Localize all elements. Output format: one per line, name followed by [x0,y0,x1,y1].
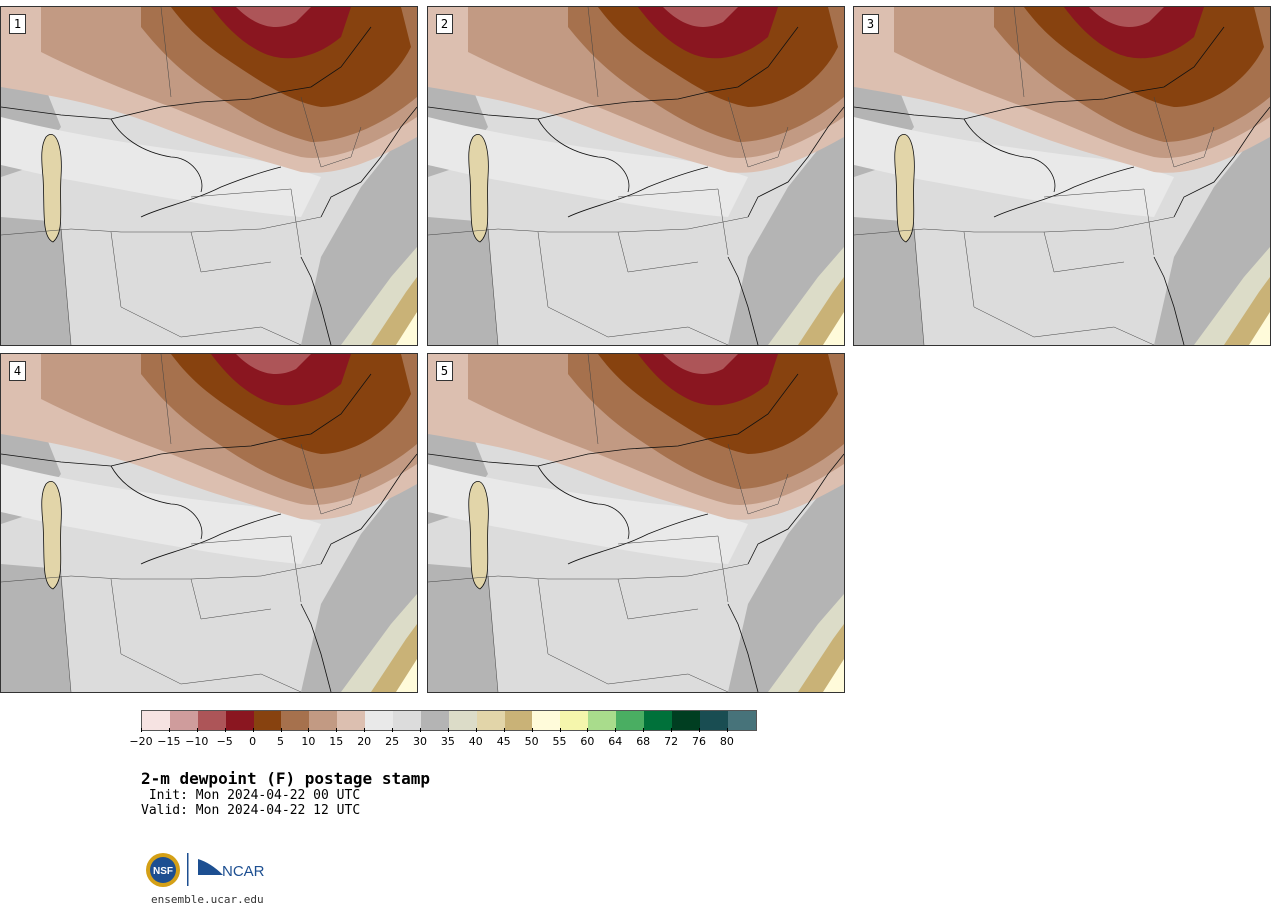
colorbar-swatch [281,711,310,730]
colorbar-tick [531,728,533,732]
colorbar-swatch [197,711,226,730]
colorbar-tick [587,728,589,732]
colorbar-swatch [588,711,617,730]
logo-divider [187,853,189,886]
colorbar-tick-label: −20 [129,735,153,748]
colorbar-tick-label: 64 [608,735,623,748]
colorbar-tick-label: 55 [552,735,567,748]
dewpoint-map-2 [428,7,844,345]
website-url: ensemble.ucar.edu [151,893,264,906]
colorbar-swatch [560,711,589,730]
colorbar-swatch [365,711,394,730]
dewpoint-map-3 [854,7,1270,345]
colorbar-tick [503,728,505,732]
colorbar-tick-label: 50 [524,735,539,748]
colorbar-tick [141,728,142,732]
colorbar-swatch [169,711,198,730]
colorbar-tick [671,728,673,732]
colorbar-swatch [504,711,533,730]
colorbar-tick [643,728,645,732]
ncar-logo-text: NCAR [222,863,265,880]
colorbar-tick [392,728,394,732]
dewpoint-map-5 [428,354,844,692]
colorbar-swatch [393,711,421,730]
valid-time: Valid: Mon 2024-04-22 12 UTC [141,803,361,818]
panel-number-label: 1 [9,14,26,34]
map-panel-2: 2 [427,6,845,346]
panel-number-label: 5 [436,361,453,381]
colorbar [141,710,757,731]
colorbar-tick [364,728,366,732]
colorbar-swatch [142,711,170,730]
colorbar-tick-label: 25 [385,735,400,748]
panel-number-label: 4 [9,361,26,381]
colorbar-tick-label: 10 [301,735,316,748]
colorbar-tick-label: 30 [413,735,427,748]
colorbar-tick [252,728,254,732]
colorbar-swatch [644,711,672,730]
colorbar-tick-label: 68 [636,735,651,748]
ncar-logo-icon: NCAR [198,859,265,880]
colorbar-tick [699,728,700,732]
colorbar-tick-label: −5 [216,735,233,748]
colorbar-swatch [616,711,645,730]
plot-title: 2-m dewpoint (F) postage stamp [141,769,430,788]
colorbar-tick-label: 45 [496,735,511,748]
colorbar-tick [224,728,226,732]
map-panel-3: 3 [853,6,1271,346]
colorbar-tick [308,728,310,732]
dewpoint-map-1 [1,7,417,345]
map-panel-4: 4 [0,353,418,693]
colorbar-tick [336,728,338,732]
colorbar-tick [168,728,170,732]
colorbar-swatch [309,711,338,730]
colorbar-tick-label: 15 [329,735,344,748]
colorbar-tick-label: −10 [185,735,209,748]
colorbar-tick [559,728,561,732]
colorbar-swatch [337,711,366,730]
colorbar-tick [280,728,282,732]
colorbar-tick [447,728,449,732]
colorbar-tick [615,728,617,732]
colorbar-tick-label: 72 [664,735,679,748]
nsf-logo-text: NSF [153,866,173,877]
colorbar-swatch [476,711,505,730]
colorbar-swatch [225,711,254,730]
map-panel-1: 1 [0,6,418,346]
colorbar-swatch [699,711,728,730]
colorbar-tick-label: 35 [440,735,455,748]
map-panel-5: 5 [427,353,845,693]
dewpoint-map-4 [1,354,417,692]
colorbar-swatch [671,711,700,730]
colorbar-tick-label: 20 [357,735,372,748]
colorbar-tick-label: 5 [277,735,284,748]
colorbar-swatch [727,711,756,730]
nsf-logo-icon: NSF [146,853,180,887]
logos: NSF NCAR [145,851,275,893]
colorbar-tick-label: 0 [249,735,257,748]
colorbar-tick [196,728,198,732]
colorbar-tick [475,728,477,732]
colorbar-swatch [420,711,449,730]
colorbar-swatch [448,711,477,730]
panel-number-label: 2 [436,14,453,34]
colorbar-swatch [253,711,282,730]
colorbar-tick-label: 40 [468,735,483,748]
title-block: 2-m dewpoint (F) postage stamp Init: Mon… [141,769,430,818]
colorbar-tick [420,728,421,732]
panel-number-label: 3 [862,14,879,34]
colorbar-tick-label: −15 [157,735,181,748]
colorbar-tick-label: 60 [580,735,595,748]
colorbar-swatch [532,711,561,730]
init-time: Init: Mon 2024-04-22 00 UTC [141,788,361,803]
colorbar-ticks: −20 −15 −10 −5 0 5 10 15 20 25 30 35 40 45 50 55 60 64 68 7… [129,728,761,758]
colorbar-tick-label: 76 [692,735,706,748]
colorbar-tick-label: 80 [719,735,734,748]
colorbar-tick [726,728,728,732]
